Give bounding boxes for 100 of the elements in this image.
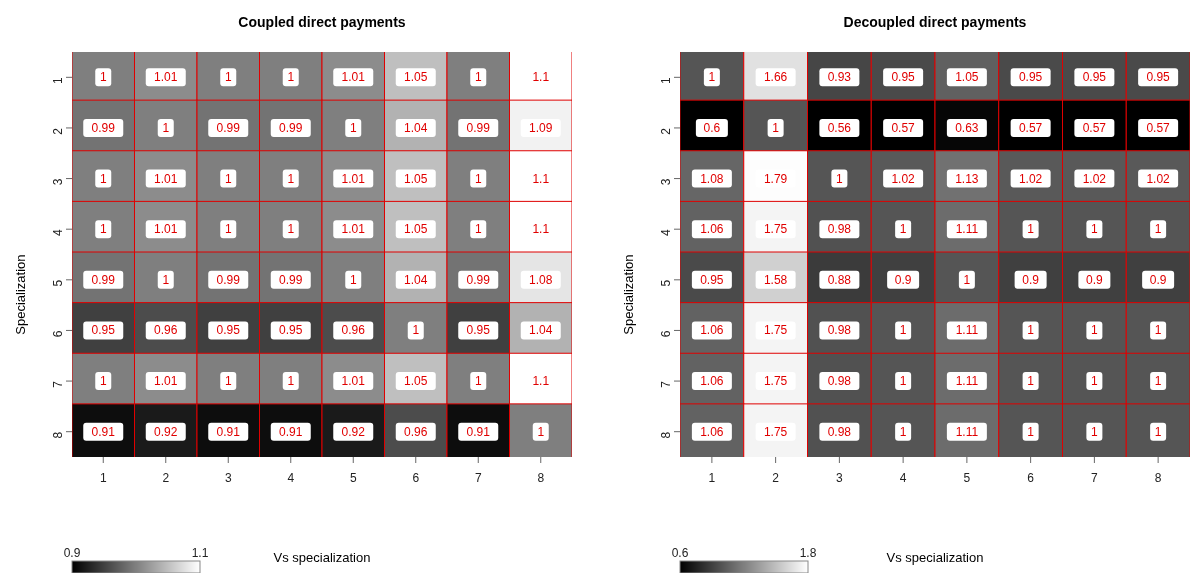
data-label: 1.01 bbox=[154, 171, 178, 186]
data-label: 0.98 bbox=[827, 424, 852, 439]
data-label: 1.58 bbox=[763, 272, 788, 287]
data-label: 1.04 bbox=[404, 120, 428, 135]
y-tick-label: 1 bbox=[659, 77, 674, 84]
data-label: 0.98 bbox=[827, 374, 852, 389]
data-label: 1.11 bbox=[955, 424, 979, 439]
data-label: 1 bbox=[1091, 374, 1099, 389]
data-label: 0.56 bbox=[827, 120, 852, 135]
x-axis-title: Vs specialization bbox=[273, 550, 371, 565]
data-label: 0.95 bbox=[216, 323, 241, 338]
data-label: 1.06 bbox=[700, 374, 724, 389]
data-label: 1 bbox=[287, 70, 295, 85]
data-label: 1 bbox=[99, 374, 107, 389]
data-label: 1 bbox=[412, 323, 420, 338]
data-label: 0.99 bbox=[466, 120, 491, 135]
data-label: 1 bbox=[349, 272, 357, 287]
data-label: 1.05 bbox=[404, 70, 428, 85]
data-label: 1 bbox=[899, 222, 907, 237]
data-label: 0.95 bbox=[279, 323, 303, 338]
data-label: 0.6 bbox=[703, 120, 721, 135]
data-label: 1.66 bbox=[763, 70, 788, 85]
data-label: 1 bbox=[99, 222, 107, 237]
data-label: 1 bbox=[899, 374, 907, 389]
data-label: 0.99 bbox=[91, 120, 116, 135]
y-tick-label: 7 bbox=[659, 380, 674, 388]
data-label: 0.95 bbox=[1146, 70, 1171, 85]
data-label: 1.01 bbox=[154, 374, 178, 389]
data-label: 1 bbox=[162, 272, 170, 287]
data-label: 0.95 bbox=[466, 323, 491, 338]
data-label: 1.75 bbox=[763, 222, 788, 237]
data-label: 0.88 bbox=[827, 272, 852, 287]
x-tick-label: 5 bbox=[349, 470, 357, 485]
data-label: 1.01 bbox=[154, 222, 178, 237]
x-tick-label: 6 bbox=[412, 470, 420, 485]
x-tick-label: 4 bbox=[287, 470, 295, 485]
x-tick-label: 7 bbox=[1091, 470, 1099, 485]
data-label: 1.1 bbox=[532, 171, 550, 186]
data-label: 1.02 bbox=[891, 171, 916, 186]
x-tick-label: 3 bbox=[836, 470, 844, 485]
data-label: 0.95 bbox=[700, 272, 724, 287]
data-label: 1 bbox=[1027, 424, 1035, 439]
data-label: 0.96 bbox=[341, 323, 366, 338]
data-label: 0.91 bbox=[216, 424, 241, 439]
data-label: 0.95 bbox=[891, 70, 916, 85]
x-axis-title: Vs specialization bbox=[886, 550, 984, 565]
data-label: 1 bbox=[162, 120, 170, 135]
data-label: 1 bbox=[224, 374, 232, 389]
color-bar-label: 0.9 bbox=[63, 546, 81, 560]
data-label: 1.01 bbox=[341, 222, 366, 237]
data-label: 1.05 bbox=[404, 171, 428, 186]
x-tick-label: 3 bbox=[224, 470, 232, 485]
x-tick-label: 7 bbox=[474, 470, 482, 485]
data-label: 1.79 bbox=[763, 171, 788, 186]
x-tick-label: 2 bbox=[162, 470, 170, 485]
x-tick-label: 1 bbox=[99, 470, 107, 485]
data-label: 0.57 bbox=[1146, 120, 1171, 135]
data-label: 0.95 bbox=[1018, 70, 1043, 85]
data-label: 0.98 bbox=[827, 222, 852, 237]
data-label: 0.91 bbox=[91, 424, 116, 439]
data-label: 1 bbox=[224, 222, 232, 237]
data-label: 0.57 bbox=[1018, 120, 1043, 135]
data-label: 0.93 bbox=[827, 70, 852, 85]
data-label: 1 bbox=[99, 171, 107, 186]
data-label: 0.99 bbox=[279, 272, 303, 287]
data-label: 1 bbox=[1027, 222, 1035, 237]
data-label: 0.92 bbox=[154, 424, 178, 439]
x-tick-label: 1 bbox=[708, 470, 716, 485]
data-label: 1.08 bbox=[529, 272, 553, 287]
data-label: 1 bbox=[899, 323, 907, 338]
data-label: 0.57 bbox=[1082, 120, 1107, 135]
color-bar-label: 0.6 bbox=[671, 546, 689, 560]
data-label: 1.11 bbox=[955, 323, 979, 338]
data-label: 1 bbox=[1091, 424, 1099, 439]
data-label: 1.01 bbox=[341, 374, 366, 389]
x-tick-label: 4 bbox=[899, 470, 907, 485]
data-label: 1.04 bbox=[404, 272, 428, 287]
x-tick-label: 8 bbox=[1154, 470, 1162, 485]
y-tick-label: 8 bbox=[51, 431, 66, 439]
y-tick-label: 3 bbox=[659, 178, 674, 186]
data-label: 1 bbox=[474, 374, 482, 389]
data-label: 1 bbox=[537, 424, 545, 439]
data-label: 1.11 bbox=[955, 374, 979, 389]
data-label: 1 bbox=[1091, 323, 1099, 338]
y-tick-label: 2 bbox=[51, 127, 66, 135]
y-tick-label: 6 bbox=[659, 330, 674, 338]
data-label: 1 bbox=[224, 171, 232, 186]
data-label: 1.09 bbox=[529, 120, 553, 135]
data-label: 1 bbox=[224, 70, 232, 85]
data-label: 1 bbox=[1154, 424, 1162, 439]
data-label: 1 bbox=[708, 70, 716, 85]
data-label: 0.95 bbox=[91, 323, 116, 338]
data-label: 1.05 bbox=[404, 374, 428, 389]
data-label: 0.91 bbox=[279, 424, 303, 439]
data-label: 1 bbox=[474, 171, 482, 186]
data-label: 0.91 bbox=[466, 424, 491, 439]
data-label: 1 bbox=[772, 120, 780, 135]
data-label: 1 bbox=[899, 424, 907, 439]
y-tick-label: 3 bbox=[51, 178, 66, 186]
data-label: 1 bbox=[474, 70, 482, 85]
